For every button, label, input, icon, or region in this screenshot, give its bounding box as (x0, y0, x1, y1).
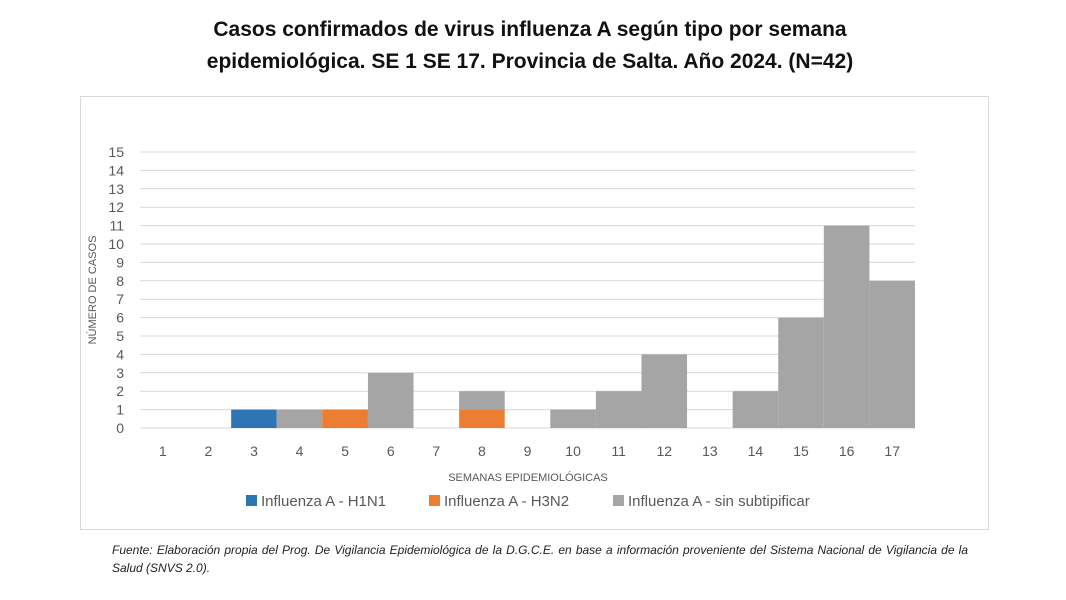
y-tick-label: 1 (116, 402, 124, 418)
y-tick-label: 8 (116, 273, 124, 289)
legend-label: Influenza A - H3N2 (444, 493, 569, 510)
legend-swatch (246, 495, 257, 506)
legend-swatch (429, 495, 440, 506)
bar-week-15-series-3 (778, 317, 824, 428)
y-tick-label: 7 (116, 291, 124, 307)
y-tick-label: 4 (116, 346, 124, 362)
bar-week-10-series-3 (550, 409, 596, 428)
y-tick-label: 14 (108, 162, 124, 178)
x-tick-label: 11 (611, 443, 626, 459)
source-note: Fuente: Elaboración propia del Prog. De … (112, 543, 968, 575)
x-tick-label: 16 (839, 443, 855, 459)
y-axis-title: NÚMERO DE CASOS (86, 236, 99, 345)
bar-week-11-series-3 (595, 391, 642, 428)
bar-week-16-series-3 (823, 225, 870, 428)
bar-week-17-series-3 (869, 280, 915, 428)
bar-week-3-series-1 (231, 409, 277, 428)
x-tick-labels: 1 2 3 4 5 6 7 8 9 10 11 12 13 14 15 16 17 (159, 443, 900, 459)
y-tick-label: 10 (108, 236, 124, 252)
x-axis-title: SEMANAS EPIDEMIOLÓGICAS (448, 471, 608, 484)
x-tick-label: 10 (565, 443, 581, 459)
bar-week-5-series-2 (322, 409, 368, 428)
y-tick-label: 3 (116, 365, 124, 381)
x-tick-label: 1 (159, 443, 167, 459)
legend-swatch (613, 495, 624, 506)
bar-week-8-series-3 (459, 391, 505, 410)
bar-week-6-series-3 (367, 372, 414, 428)
y-tick-label: 5 (116, 328, 124, 344)
x-tick-label: 13 (702, 443, 718, 459)
bar-week-12-series-3 (641, 354, 688, 428)
bar-week-8-series-2 (459, 409, 505, 428)
y-tick-label: 0 (116, 420, 124, 436)
y-tick-label: 9 (116, 254, 124, 270)
y-tick-label: 11 (109, 218, 124, 234)
x-tick-label: 14 (748, 443, 764, 459)
x-tick-label: 4 (296, 443, 304, 459)
chart-title: Casos confirmados de virus influenza A s… (150, 14, 910, 78)
chart-title-line-1: Casos confirmados de virus influenza A s… (213, 18, 847, 41)
bar-week-4-series-3 (276, 409, 323, 428)
x-tick-label: 2 (204, 443, 212, 459)
x-tick-label: 15 (793, 443, 809, 459)
legend-label: Influenza A - sin subtipificar (628, 493, 810, 510)
y-tick-label: 6 (116, 310, 124, 326)
legend-label: Influenza A - H1N1 (261, 493, 386, 510)
x-tick-label: 5 (341, 443, 349, 459)
bar-week-14-series-3 (732, 391, 779, 428)
legend: Influenza A - H1N1 Influenza A - H3N2 Infl… (246, 493, 810, 510)
x-tick-label: 12 (656, 443, 672, 459)
y-tick-label: 13 (108, 181, 124, 197)
x-tick-label: 3 (250, 443, 258, 459)
x-tick-label: 9 (524, 443, 532, 459)
x-tick-label: 6 (387, 443, 395, 459)
y-tick-label: 2 (116, 383, 124, 399)
y-tick-label: 12 (108, 199, 124, 215)
x-tick-label: 17 (884, 443, 900, 459)
chart-title-line-2: epidemiológica. SE 1 SE 17. Provincia de… (206, 50, 854, 73)
bars (231, 225, 915, 428)
x-tick-label: 8 (478, 443, 486, 459)
x-tick-label: 7 (432, 443, 440, 459)
y-tick-label: 15 (108, 144, 124, 160)
